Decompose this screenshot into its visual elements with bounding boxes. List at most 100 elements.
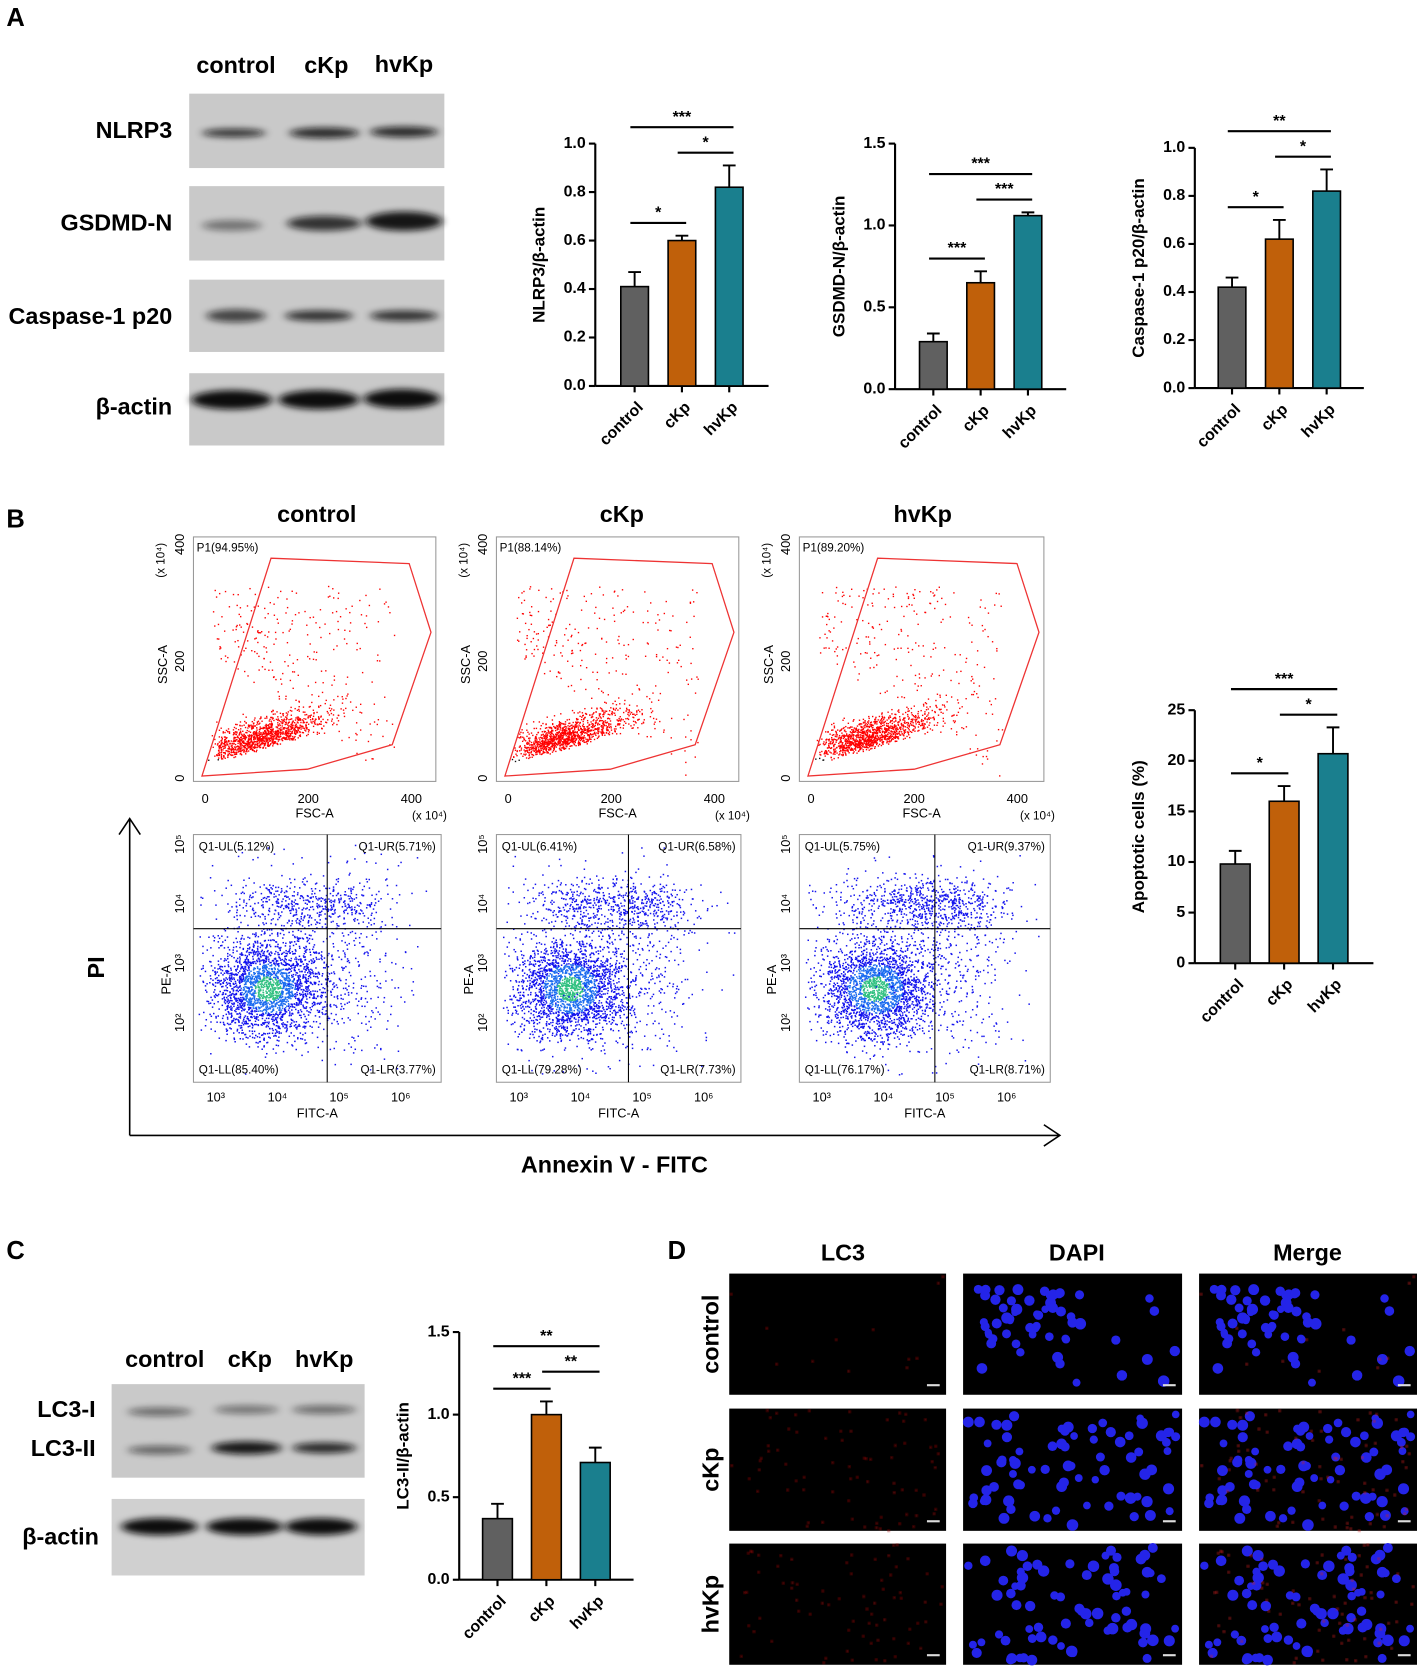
event	[633, 724, 635, 726]
event	[885, 728, 887, 730]
event	[252, 746, 254, 749]
event	[852, 730, 854, 733]
event	[917, 713, 919, 715]
event	[285, 695, 287, 698]
event	[256, 631, 259, 633]
event	[255, 731, 257, 733]
event	[529, 737, 531, 739]
event	[931, 709, 933, 712]
event	[234, 1010, 236, 1012]
event	[890, 731, 892, 733]
event	[530, 641, 532, 643]
event	[563, 740, 565, 742]
event	[895, 729, 897, 731]
event	[229, 982, 231, 985]
event	[843, 717, 845, 719]
event	[883, 718, 885, 720]
label: 0.0	[863, 380, 885, 397]
event	[886, 725, 888, 727]
event	[615, 707, 617, 710]
event	[234, 737, 237, 739]
event	[228, 1023, 230, 1026]
event	[610, 712, 613, 715]
event	[879, 729, 881, 732]
label: 0.6	[1163, 235, 1185, 252]
event	[894, 713, 896, 716]
event	[922, 705, 925, 707]
event	[344, 629, 346, 631]
event	[286, 963, 289, 965]
event	[636, 711, 638, 713]
event	[223, 752, 226, 754]
label: FSC-A	[903, 806, 942, 821]
event	[318, 732, 320, 734]
event	[663, 729, 665, 731]
event	[864, 720, 866, 722]
event	[588, 730, 590, 732]
event	[256, 721, 259, 723]
event	[304, 1025, 307, 1028]
event	[879, 737, 881, 740]
event	[579, 665, 582, 667]
event	[265, 730, 267, 733]
event	[563, 746, 565, 749]
event	[236, 723, 238, 726]
event	[860, 744, 863, 747]
event	[859, 731, 862, 734]
event	[954, 653, 956, 656]
event	[597, 717, 600, 720]
event	[585, 740, 588, 743]
event	[297, 737, 299, 739]
event	[268, 727, 271, 729]
event	[290, 970, 293, 972]
event	[260, 733, 262, 735]
event	[247, 944, 249, 946]
event	[281, 979, 283, 982]
event	[857, 734, 859, 736]
event	[301, 731, 304, 734]
event	[847, 746, 850, 748]
event	[529, 611, 531, 614]
event	[256, 724, 258, 726]
event	[570, 732, 572, 734]
event	[627, 711, 629, 714]
event	[940, 731, 942, 733]
event	[935, 705, 937, 707]
event	[843, 744, 845, 746]
event	[276, 735, 278, 737]
event	[919, 590, 921, 593]
event	[516, 639, 519, 641]
event	[252, 736, 255, 739]
event	[269, 730, 272, 733]
event	[592, 713, 594, 715]
event	[234, 748, 236, 751]
event	[588, 735, 590, 737]
event	[893, 730, 896, 733]
event	[248, 724, 251, 727]
event	[536, 645, 538, 647]
event	[850, 741, 853, 743]
event	[252, 743, 254, 745]
event	[933, 724, 936, 726]
event	[240, 736, 243, 739]
event	[309, 993, 312, 995]
event	[524, 740, 527, 742]
event	[223, 756, 225, 758]
event	[251, 743, 254, 745]
event	[871, 724, 873, 727]
event	[269, 739, 271, 742]
event	[239, 732, 241, 735]
label: 0	[778, 775, 793, 782]
event	[611, 732, 614, 735]
event	[828, 745, 830, 748]
event	[895, 733, 897, 735]
event	[608, 710, 611, 712]
event	[252, 723, 255, 725]
event	[657, 614, 659, 616]
event	[612, 712, 614, 714]
event	[903, 732, 905, 735]
event	[980, 599, 982, 601]
event	[536, 743, 538, 745]
event	[533, 648, 536, 651]
event	[940, 711, 942, 714]
